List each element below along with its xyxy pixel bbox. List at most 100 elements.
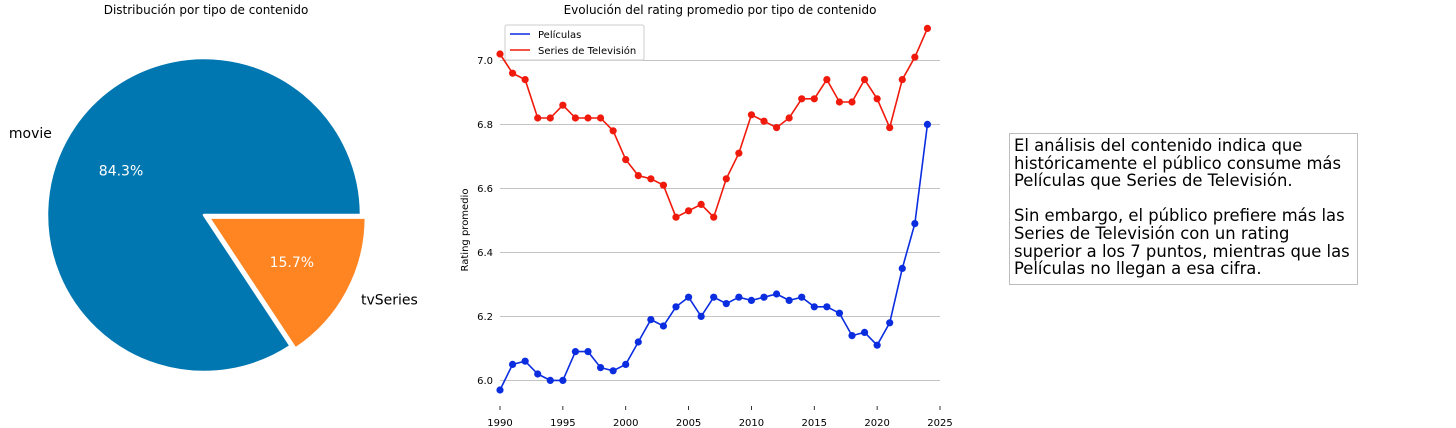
legend-label-series-tv: Series de Televisión (538, 45, 636, 57)
data-point-series-de-television (886, 124, 894, 132)
pie-slice-movie (45, 56, 363, 374)
line-chart-title: Evolución del rating promedio por tipo d… (564, 3, 877, 17)
data-point-peliculas (860, 328, 869, 336)
note-line: Sin embargo, el público prefiere más las (1014, 206, 1345, 226)
y-tick-label: 6.6 (477, 184, 493, 195)
note-gap (1014, 190, 1353, 208)
series-line-peliculas (499, 124, 929, 391)
note-line: Películas no llegan a esa cifra. (1014, 259, 1262, 279)
data-point-series-de-television (596, 114, 605, 122)
data-point-series-de-television (722, 175, 730, 183)
data-point-series-de-television (823, 76, 831, 84)
data-point-peliculas (785, 296, 793, 304)
data-point-peliculas (609, 367, 617, 375)
pie-category-label-movie: movie (9, 126, 52, 142)
data-point-peliculas (835, 309, 844, 317)
y-tick-label: 7.0 (477, 56, 493, 67)
data-point-series-de-television (496, 50, 504, 58)
data-point-series-de-television (735, 149, 743, 157)
data-point-series-de-television (697, 200, 705, 208)
data-point-peliculas (521, 357, 529, 365)
data-point-series-de-television (760, 117, 768, 125)
analysis-note: El análisis del contenido indica que his… (1009, 133, 1358, 285)
data-point-series-de-television (785, 114, 793, 122)
note-line: históricamente el público consume más (1014, 153, 1342, 173)
data-point-series-de-television (672, 213, 680, 221)
data-point-series-de-television (923, 24, 932, 32)
data-point-series-de-television (835, 98, 844, 106)
data-point-peliculas (571, 348, 580, 356)
data-point-series-de-television (798, 95, 806, 103)
data-point-series-de-television (659, 181, 668, 189)
data-point-peliculas (772, 290, 781, 298)
data-point-series-de-television (898, 76, 906, 84)
data-point-peliculas (823, 303, 831, 311)
data-point-series-de-television (521, 76, 529, 84)
data-point-peliculas (559, 376, 567, 384)
data-point-peliculas (659, 322, 668, 330)
x-tick-label: 1995 (550, 418, 575, 428)
data-point-series-de-television (584, 114, 592, 122)
data-point-peliculas (496, 386, 504, 394)
data-point-peliculas (634, 338, 642, 346)
data-point-peliculas (584, 348, 592, 356)
data-point-peliculas (647, 316, 655, 324)
data-point-peliculas (546, 376, 554, 384)
data-point-peliculas (873, 341, 881, 349)
data-point-series-de-television (911, 53, 919, 61)
data-point-series-de-television (622, 156, 630, 164)
data-point-peliculas (697, 312, 705, 320)
pie-pct-label-movie: 84.3% (99, 163, 143, 179)
data-point-peliculas (672, 303, 680, 311)
data-point-series-de-television (810, 95, 818, 103)
note-line: Series de Televisión con un rating (1014, 223, 1290, 243)
data-point-peliculas (622, 360, 630, 368)
x-tick-label: 2025 (927, 418, 952, 428)
y-tick-label: 6.8 (477, 120, 493, 131)
data-point-series-de-television (710, 213, 718, 221)
data-point-series-de-television (873, 95, 881, 103)
x-tick-label: 2020 (864, 418, 889, 428)
data-point-peliculas (798, 293, 806, 301)
data-point-series-de-television (546, 114, 554, 122)
data-point-series-de-television (848, 98, 856, 106)
data-point-series-de-television (860, 76, 869, 84)
data-point-series-de-television (508, 69, 517, 77)
x-tick-label: 2000 (613, 418, 638, 428)
pie-chart: Distribución por tipo de contenido 84.3%… (9, 3, 418, 374)
data-point-peliculas (810, 303, 818, 311)
x-tick-label: 1990 (487, 418, 512, 428)
data-point-series-de-television (609, 127, 617, 135)
note-line: superior a los 7 puntos, mientras que la… (1014, 241, 1350, 261)
data-point-peliculas (760, 293, 768, 301)
data-point-series-de-television (559, 101, 567, 109)
pie-title: Distribución por tipo de contenido (104, 3, 309, 17)
data-point-peliculas (747, 296, 756, 304)
data-point-peliculas (684, 293, 693, 301)
data-point-peliculas (911, 220, 919, 228)
data-point-peliculas (722, 300, 730, 308)
pie-category-label-tvseries: tvSeries (361, 292, 418, 308)
data-point-peliculas (886, 319, 894, 327)
note-line: Películas que Series de Televisión. (1014, 171, 1293, 191)
data-point-series-de-television (772, 124, 781, 132)
data-point-series-de-television (684, 207, 693, 215)
legend-label-peliculas: Películas (538, 29, 581, 41)
y-axis-label: Rating promedio (460, 189, 471, 272)
data-point-peliculas (848, 332, 856, 340)
x-tick-label: 2005 (676, 418, 701, 428)
data-point-series-de-television (647, 175, 655, 183)
x-tick-label: 2015 (802, 418, 827, 428)
data-point-peliculas (898, 264, 906, 272)
data-point-peliculas (710, 293, 718, 301)
data-point-series-de-television (634, 172, 642, 180)
chart-legend: Películas Series de Televisión (504, 24, 645, 61)
data-point-peliculas (923, 120, 932, 128)
note-line: El análisis del contenido indica que (1014, 136, 1303, 155)
data-point-peliculas (534, 370, 542, 378)
data-point-peliculas (735, 293, 743, 301)
y-tick-label: 6.2 (477, 312, 493, 323)
x-tick-label: 2010 (739, 418, 764, 428)
pie-slice-tvseries (207, 216, 368, 350)
